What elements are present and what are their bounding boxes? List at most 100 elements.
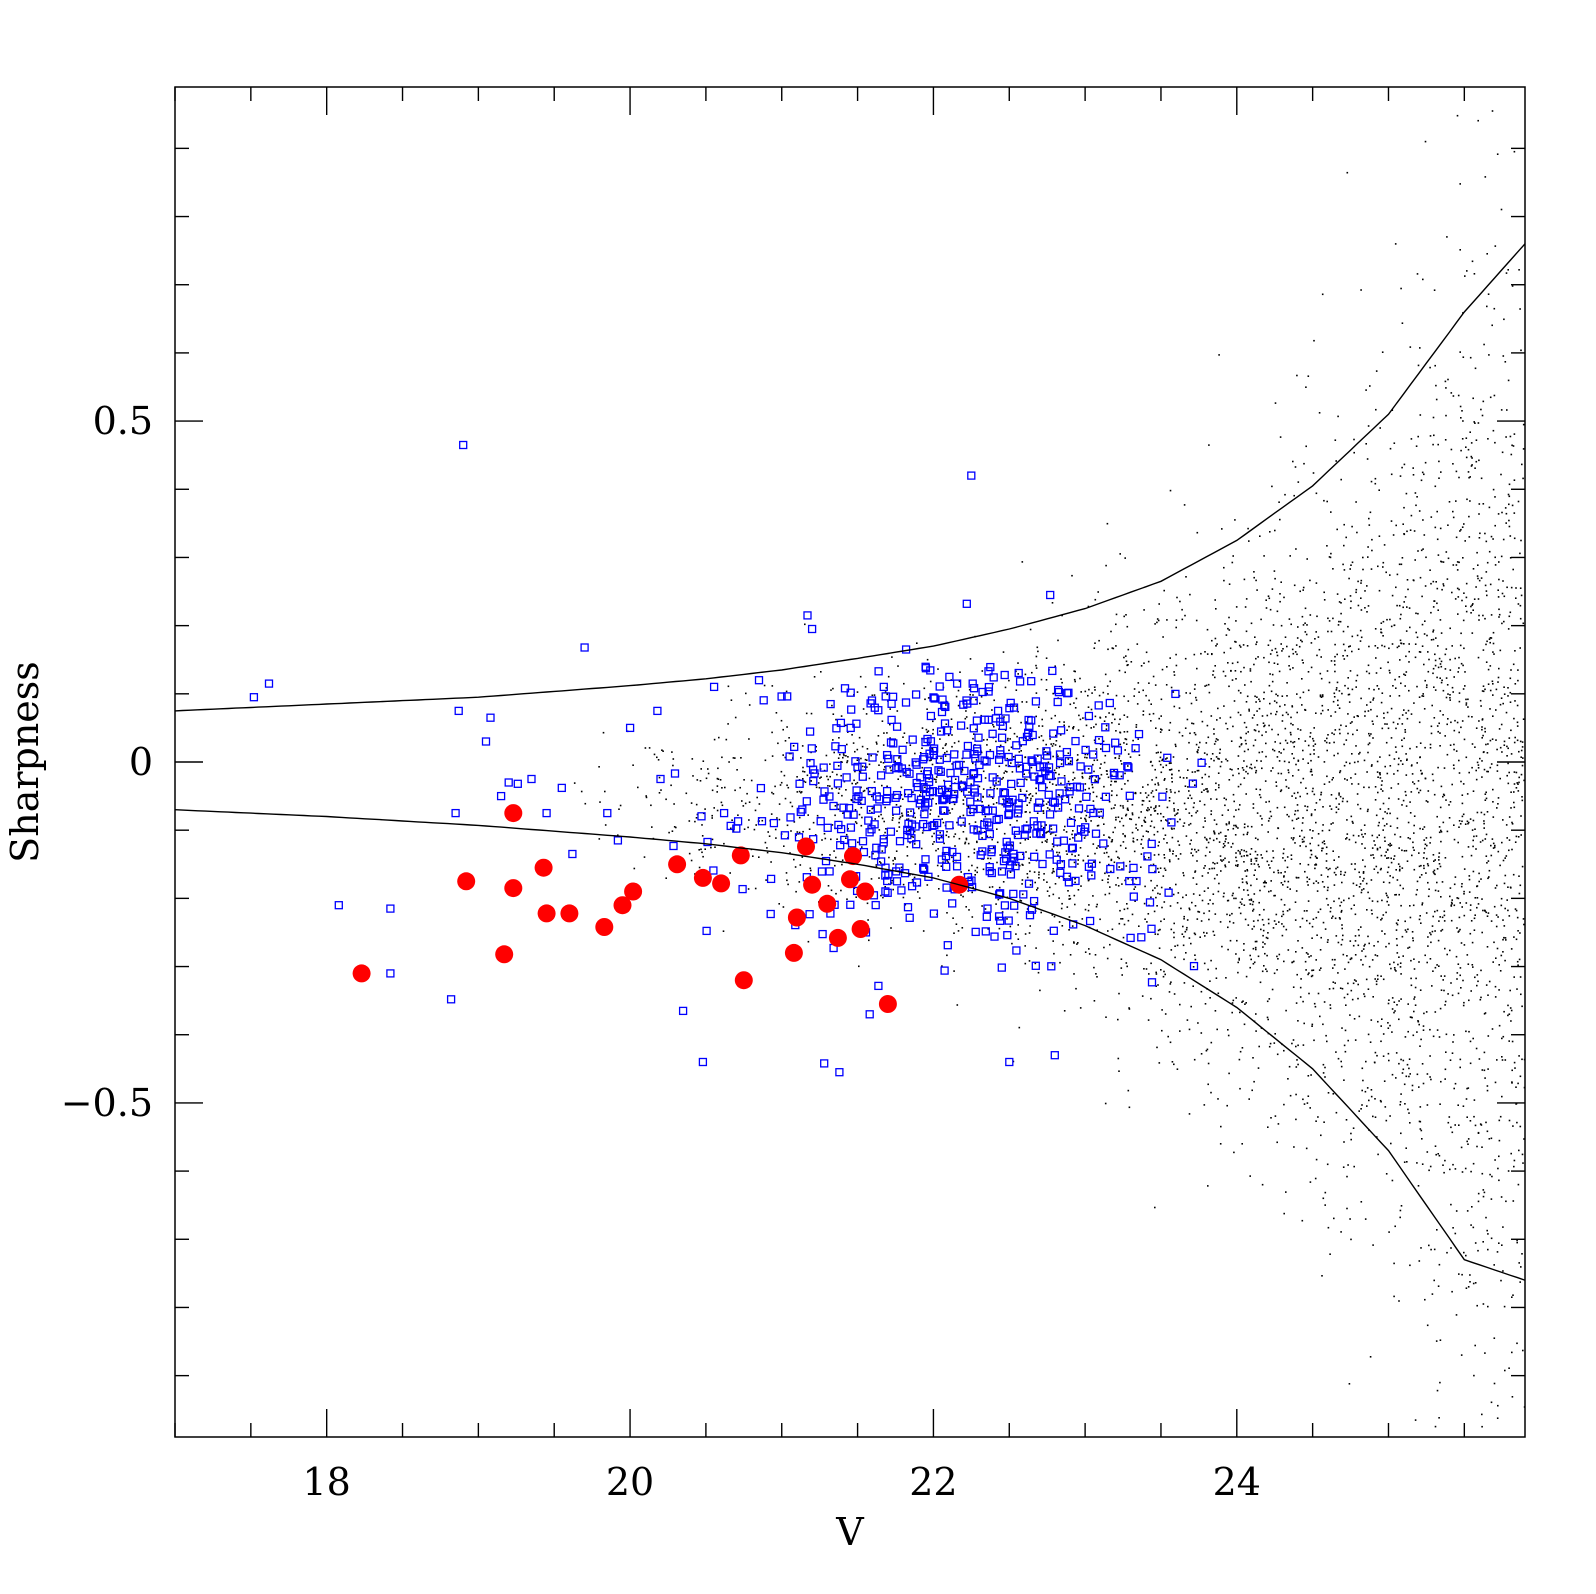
- data-dot: [1150, 720, 1152, 722]
- data-dot: [1317, 636, 1320, 638]
- data-dot: [1204, 651, 1206, 653]
- data-dot: [1419, 827, 1421, 830]
- data-dot: [1010, 798, 1013, 801]
- data-dot: [1029, 793, 1032, 795]
- data-dot: [1435, 1153, 1437, 1156]
- data-dot: [1087, 768, 1090, 770]
- data-dot: [1377, 1153, 1379, 1156]
- data-dot: [1114, 718, 1116, 721]
- data-dot: [945, 723, 948, 725]
- data-dot: [838, 737, 840, 739]
- data-dot: [1506, 745, 1508, 748]
- data-dot: [1091, 783, 1093, 786]
- data-dot: [1327, 868, 1330, 871]
- data-dot: [853, 887, 856, 889]
- data-dot: [1147, 783, 1149, 786]
- data-dot: [1350, 564, 1352, 566]
- data-dot: [1517, 500, 1520, 503]
- data-dot: [1126, 800, 1129, 802]
- data-dot: [1461, 802, 1464, 805]
- data-dot: [1489, 689, 1492, 692]
- data-dot: [1471, 464, 1473, 466]
- data-dot: [1233, 815, 1235, 818]
- data-dot: [1117, 1057, 1120, 1060]
- data-dot: [1177, 840, 1179, 843]
- data-dot: [1439, 916, 1441, 918]
- data-dot: [1043, 879, 1045, 881]
- data-dot: [1341, 927, 1343, 930]
- data-dot: [1416, 1073, 1419, 1076]
- data-dot: [1297, 791, 1299, 794]
- data-dot: [1481, 1413, 1483, 1416]
- data-dot: [1105, 728, 1108, 730]
- data-dot: [1237, 755, 1240, 757]
- data-dot: [1436, 1229, 1438, 1231]
- data-dot: [819, 777, 821, 779]
- data-dot: [795, 890, 797, 893]
- data-dot: [1295, 644, 1298, 646]
- data-dot: [1466, 1087, 1468, 1090]
- data-dot: [909, 874, 911, 876]
- data-dot: [1133, 695, 1135, 697]
- data-dot: [852, 742, 855, 744]
- data-dot: [1364, 1090, 1367, 1093]
- data-dot: [1018, 864, 1021, 867]
- data-dot: [1145, 830, 1148, 832]
- data-dot: [1243, 777, 1246, 779]
- data-dot: [1269, 867, 1271, 869]
- data-dot: [1269, 531, 1271, 533]
- data-dot: [1178, 769, 1180, 772]
- data-dot: [701, 824, 703, 826]
- data-dot: [1234, 670, 1237, 672]
- data-dot: [1237, 827, 1239, 829]
- data-dot: [1301, 1219, 1304, 1222]
- data-dot: [902, 798, 904, 800]
- data-dot: [1369, 1356, 1372, 1358]
- data-dot: [1245, 793, 1247, 795]
- data-dot: [1446, 830, 1449, 833]
- data-dot: [1394, 968, 1396, 971]
- data-dot: [1159, 928, 1161, 931]
- data-dot: [1302, 758, 1304, 760]
- data-dot: [1471, 964, 1474, 966]
- data-dot: [1094, 852, 1096, 855]
- data-dot: [1465, 1030, 1467, 1033]
- data-dot: [1297, 1044, 1299, 1047]
- data-dot: [1460, 726, 1462, 729]
- data-dot: [1368, 1099, 1370, 1102]
- data-dot: [1274, 741, 1276, 743]
- data-dot: [1346, 833, 1349, 835]
- data-dot: [1434, 930, 1436, 932]
- data-dot: [1477, 1131, 1480, 1134]
- data-dot: [1025, 701, 1028, 703]
- data-dot: [1358, 871, 1360, 874]
- data-dot: [1362, 556, 1364, 559]
- data-dot: [1455, 536, 1458, 539]
- data-dot: [1011, 942, 1013, 945]
- data-dot: [1236, 865, 1239, 867]
- data-dot: [1284, 727, 1287, 730]
- data-dot: [1429, 1076, 1431, 1078]
- data-dot: [734, 716, 737, 719]
- data-dot: [1326, 545, 1328, 547]
- data-dot: [1245, 701, 1248, 703]
- data-dot: [1102, 740, 1105, 743]
- data-dot: [1264, 880, 1266, 883]
- data-dot: [1477, 1200, 1480, 1203]
- data-dot: [1522, 477, 1524, 480]
- data-dot: [1454, 1082, 1457, 1085]
- data-dot: [1306, 558, 1308, 560]
- data-dot: [1187, 797, 1189, 799]
- data-dot: [1467, 1138, 1470, 1140]
- data-dot: [1400, 973, 1402, 975]
- data-dot: [1337, 972, 1339, 974]
- data-dot: [1087, 909, 1090, 912]
- data-dot: [1486, 1229, 1488, 1232]
- data-dot: [1487, 438, 1489, 440]
- data-dot: [1279, 593, 1281, 595]
- data-dot: [1301, 829, 1303, 832]
- data-dot: [1156, 813, 1159, 815]
- data-dot: [1175, 664, 1178, 667]
- data-dot: [1127, 753, 1130, 755]
- data-dot: [1304, 960, 1307, 963]
